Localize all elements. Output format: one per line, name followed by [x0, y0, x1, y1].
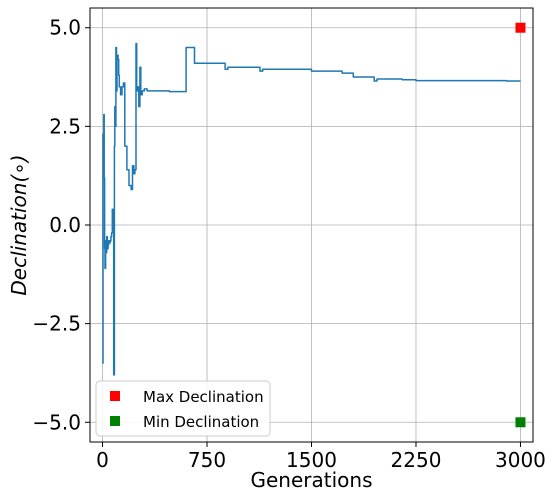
legend-min-label: Min Declination [143, 413, 259, 431]
max-declination-point [515, 22, 526, 33]
y-tick-label: 0.0 [49, 213, 81, 237]
x-tick-label: 2250 [391, 448, 442, 472]
x-tick-label: 3000 [495, 448, 546, 472]
y-tick-label: −2.5 [32, 312, 81, 336]
x-axis-label: Generations [251, 468, 373, 492]
grid [90, 8, 533, 442]
series-line-group [102, 42, 521, 376]
legend-min-marker [110, 416, 120, 426]
legend-box [95, 380, 271, 437]
legend-max-label: Max Declination [143, 388, 264, 406]
marker-group [515, 22, 526, 428]
tick-label-group: 0 750 1500 2250 3000 −5.0 −2.5 0.0 2.5 5.0 [32, 16, 545, 472]
y-tick-label: 5.0 [49, 16, 81, 40]
y-tick-label: 2.5 [49, 114, 81, 138]
x-tick-label: 1500 [286, 448, 337, 472]
x-tick-label: 750 [188, 448, 226, 472]
x-tick-label: 0 [96, 448, 109, 472]
y-tick-label: −5.0 [32, 410, 81, 434]
legend-max-marker [110, 391, 120, 401]
min-declination-point [515, 417, 526, 428]
declination-series-line [102, 42, 521, 376]
y-axis-label: Declination(∘) [7, 154, 31, 295]
tick-group [85, 27, 521, 447]
legend: Max Declination Min Declination [95, 380, 271, 437]
